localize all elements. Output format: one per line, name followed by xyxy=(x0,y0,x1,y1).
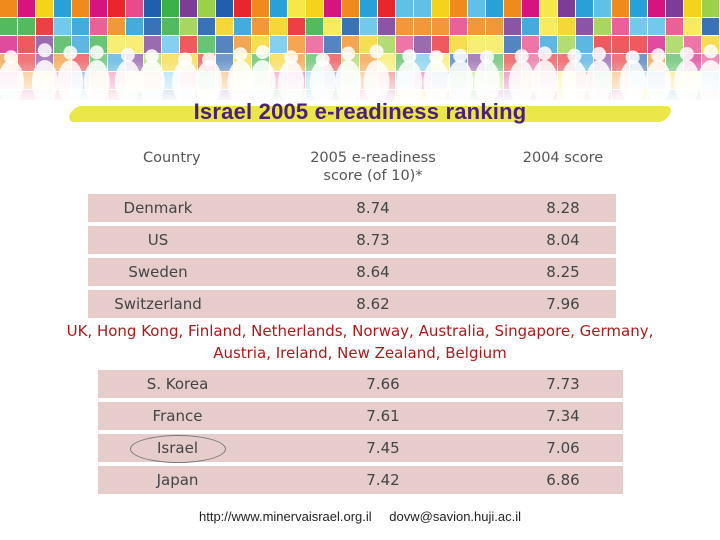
score-2004-cell: 7.06 xyxy=(546,439,580,457)
ranking-table-bottom: S. Korea 7.66 7.73 France 7.61 7.34 Isra… xyxy=(98,366,623,500)
score-2005-cell: 8.62 xyxy=(356,295,390,313)
score-2005-cell: 8.73 xyxy=(356,231,390,249)
table-row: Denmark 8.74 8.28 xyxy=(88,194,616,222)
column-header-2005-score: 2005 e-readiness score (of 10)* xyxy=(278,149,468,185)
country-cell: Japan xyxy=(156,471,199,489)
score-2005-cell: 8.64 xyxy=(356,263,390,281)
country-cell: US xyxy=(147,231,169,249)
score-2004-cell: 8.04 xyxy=(546,231,580,249)
page-title: Israel 2005 e-readiness ranking xyxy=(193,99,527,124)
column-header-country: Country xyxy=(143,150,201,166)
country-cell: Sweden xyxy=(128,263,188,281)
intermediate-countries-line2: Austria, Ireland, New Zealand, Belgium xyxy=(213,344,507,362)
score-2005-cell: 7.66 xyxy=(366,375,400,393)
table-row: France 7.61 7.34 xyxy=(98,402,623,430)
score-2004-cell: 7.34 xyxy=(546,407,580,425)
country-cell: Denmark xyxy=(123,199,193,217)
table-row: S. Korea 7.66 7.73 xyxy=(98,370,623,398)
table-row: Sweden 8.64 8.25 xyxy=(88,258,616,286)
score-2005-cell: 8.74 xyxy=(356,199,390,217)
country-cell: S. Korea xyxy=(146,375,209,393)
score-2004-cell: 7.73 xyxy=(546,375,580,393)
score-2004-cell: 8.28 xyxy=(546,199,580,217)
intermediate-countries-text: UK, Hong Kong, Finland, Netherlands, Nor… xyxy=(0,320,720,364)
footer: http://www.minervaisrael.org.il dovw@sav… xyxy=(0,509,720,524)
country-cell: Switzerland xyxy=(114,295,202,313)
header-fade xyxy=(0,60,720,105)
score-2004-cell: 6.86 xyxy=(546,471,580,489)
footer-email-link[interactable]: dovw@savion.huji.ac.il xyxy=(389,509,521,524)
israel-highlight-ellipse xyxy=(130,435,226,463)
intermediate-countries-line1: UK, Hong Kong, Finland, Netherlands, Nor… xyxy=(66,322,654,340)
column-header-2005-line2: score (of 10)* xyxy=(323,168,423,184)
footer-url-link[interactable]: http://www.minervaisrael.org.il xyxy=(199,509,372,524)
column-header-2004-score: 2004 score xyxy=(522,150,604,166)
score-2005-cell: 7.61 xyxy=(366,407,400,425)
score-2004-cell: 8.25 xyxy=(546,263,580,281)
ranking-table-top: Country 2005 e-readiness score (of 10)* … xyxy=(88,145,616,320)
score-2005-cell: 7.45 xyxy=(366,439,400,457)
table-row: Switzerland 8.62 7.96 xyxy=(88,290,616,318)
score-2004-cell: 7.96 xyxy=(546,295,580,313)
country-cell: France xyxy=(152,407,203,425)
score-2005-cell: 7.42 xyxy=(366,471,400,489)
column-header-2005-line1: 2005 e-readiness xyxy=(310,150,436,166)
table-row: Japan 7.42 6.86 xyxy=(98,466,623,494)
table-row: US 8.73 8.04 xyxy=(88,226,616,254)
